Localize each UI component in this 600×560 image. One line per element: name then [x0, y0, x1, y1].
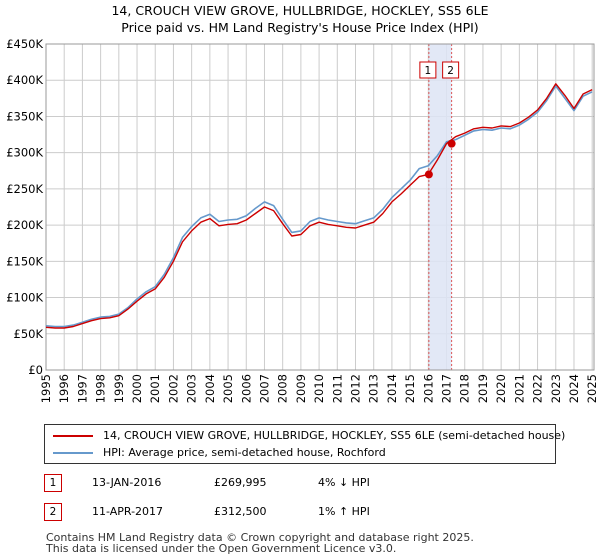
legend-swatch-property: [53, 435, 93, 437]
legend-label-property: 14, CROUCH VIEW GROVE, HULLBRIDGE, HOCKL…: [103, 429, 566, 442]
x-tick-label: 2014: [385, 374, 399, 403]
x-tick-label: 2002: [166, 374, 180, 403]
sale-hpi-delta-2: 1% ↑ HPI: [318, 505, 370, 518]
marker-badge-2: [442, 61, 460, 79]
x-tick-label: 1995: [39, 374, 53, 403]
x-tick-label: 2024: [567, 374, 581, 403]
y-tick-label: £50K: [14, 327, 44, 341]
sale-badge-1: 1: [44, 474, 62, 492]
marker-badge-label-1: 1: [425, 65, 432, 77]
x-tick-label: 2016: [421, 374, 435, 403]
y-tick-label: £450K: [6, 37, 43, 51]
sale-hpi-delta-1: 4% ↓ HPI: [318, 476, 370, 489]
x-tick-label: 2015: [403, 374, 417, 403]
chart-legend: 14, CROUCH VIEW GROVE, HULLBRIDGE, HOCKL…: [44, 424, 565, 464]
x-tick-label: 1996: [57, 374, 71, 403]
y-tick-label: £100K: [6, 291, 43, 305]
hpi-series-line: [45, 85, 593, 328]
x-tick-label: 2001: [148, 374, 162, 403]
x-tick-label: 2005: [221, 374, 235, 403]
x-tick-label: 2004: [203, 374, 217, 403]
x-tick-label: 1999: [112, 374, 126, 403]
footer-copyright: Contains HM Land Registry data © Crown c…: [46, 531, 474, 544]
sale-marker-2: [447, 139, 456, 148]
x-tick-label: 2019: [476, 374, 490, 403]
x-tick-label: 2000: [130, 374, 144, 403]
plot-area: [46, 44, 594, 370]
x-tick-label: 2006: [239, 374, 253, 403]
legend-swatch-hpi: [53, 452, 93, 454]
x-tick-label: 2018: [458, 374, 472, 403]
chart-title-line1: 14, CROUCH VIEW GROVE, HULLBRIDGE, HOCKL…: [111, 3, 489, 18]
y-tick-label: £350K: [6, 109, 43, 123]
x-tick-label: 2007: [257, 374, 271, 403]
sale-price-1: £269,995: [214, 476, 267, 489]
y-tick-label: £0: [28, 363, 43, 377]
marker-badge-1: [419, 61, 437, 79]
x-tick-label: 2008: [276, 374, 290, 403]
marker-badge-label-2: 2: [447, 65, 454, 77]
x-tick-label: 2010: [312, 374, 326, 403]
y-tick-label: £400K: [6, 73, 43, 87]
x-tick-label: 2013: [367, 374, 381, 403]
sale-date-1: 13-JAN-2016: [92, 476, 162, 489]
y-tick-label: £150K: [6, 254, 43, 268]
x-tick-label: 2022: [531, 374, 545, 403]
x-tick-label: 1998: [94, 374, 108, 403]
y-tick-label: £300K: [6, 146, 43, 160]
x-tick-label: 2012: [349, 374, 363, 403]
sale-marker-1: [424, 170, 433, 179]
footer-licence: This data is licensed under the Open Gov…: [46, 542, 397, 555]
x-tick-label: 2023: [549, 374, 563, 403]
sale-price-2: £312,500: [214, 505, 267, 518]
x-tick-label: 2021: [512, 374, 526, 403]
sale-date-2: 11-APR-2017: [92, 505, 164, 518]
x-tick-label: 2017: [440, 374, 454, 403]
sale-period-highlight: [428, 44, 452, 370]
x-tick-label: 2020: [494, 374, 508, 403]
chart-title-line2: Price paid vs. HM Land Registry's House …: [121, 20, 479, 35]
sale-row-2: 2 11-APR-2017 £312,500 1% ↑ HPI: [0, 502, 600, 522]
x-tick-label: 2011: [330, 374, 344, 403]
x-tick-label: 2009: [294, 374, 308, 403]
sale-row-1: 1 13-JAN-2016 £269,995 4% ↓ HPI: [0, 473, 600, 493]
property-series-line: [45, 83, 593, 329]
x-tick-label: 1997: [75, 374, 89, 403]
y-tick-label: £200K: [6, 218, 43, 232]
sale-badge-2: 2: [44, 503, 62, 521]
y-tick-label: £250K: [6, 182, 43, 196]
price-chart: £0 £50K £100K £150K £200K £250K £300K £350K £400…: [6, 37, 599, 403]
x-tick-label: 2003: [185, 374, 199, 403]
legend-label-hpi: HPI: Average price, semi-detached house,…: [103, 446, 386, 459]
plot-frame: [45, 43, 595, 371]
x-tick-label: 2025: [585, 374, 599, 403]
